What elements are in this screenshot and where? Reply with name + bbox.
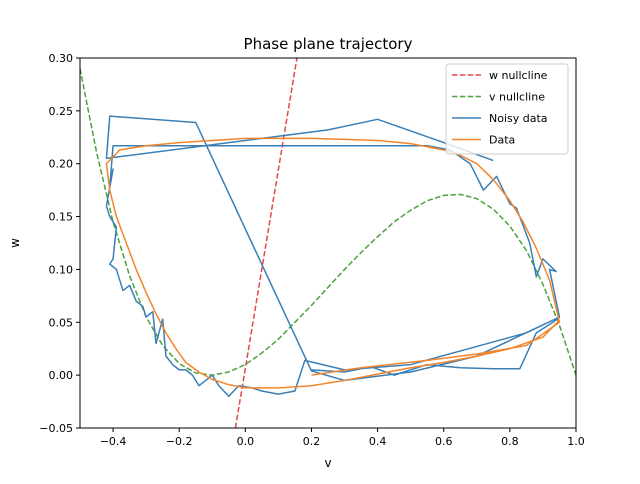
y-tick-label: 0.00 — [49, 369, 74, 382]
x-tick-label: 0.2 — [303, 435, 321, 448]
plot-frame — [79, 57, 577, 429]
x-axis-ticks: −0.4 −0.2 0.0 0.2 0.4 0.6 0.8 1.0 — [100, 428, 585, 448]
y-tick-label: 0.30 — [49, 52, 74, 65]
x-tick-label: 0.0 — [237, 435, 255, 448]
legend-label-v-nullcline: v nullcline — [489, 91, 545, 104]
legend-label-data: Data — [489, 134, 515, 147]
series-line-noisy-data — [105, 115, 561, 398]
chart-title: Phase plane trajectory — [244, 35, 413, 53]
y-axis-ticks: −0.05 0.00 0.05 0.10 0.15 0.20 0.25 0.30 — [39, 52, 80, 435]
legend-label-w-nullcline: w nullcline — [489, 69, 548, 82]
x-tick-label: 0.8 — [501, 435, 519, 448]
x-axis-label: v — [324, 456, 331, 470]
x-tick-label: 1.0 — [567, 435, 585, 448]
series-layer — [80, 58, 576, 428]
y-tick-label: 0.25 — [49, 105, 74, 118]
legend-label-noisy-data: Noisy data — [489, 112, 548, 125]
y-tick-label: 0.10 — [49, 263, 74, 276]
series-line-v-nullcline — [80, 68, 576, 376]
y-axis-label: w — [8, 238, 22, 248]
series-line-w-nullcline — [234, 58, 298, 428]
y-tick-label: 0.05 — [49, 316, 74, 329]
legend: w nullcline v nullcline Noisy data Data — [445, 63, 569, 155]
x-tick-label: −0.4 — [100, 435, 127, 448]
x-tick-label: 0.6 — [435, 435, 453, 448]
y-tick-label: 0.20 — [49, 158, 74, 171]
y-tick-label: 0.15 — [49, 211, 74, 224]
legend-box — [445, 63, 569, 155]
x-tick-label: −0.2 — [166, 435, 193, 448]
x-tick-label: 0.4 — [369, 435, 387, 448]
series-line-data — [105, 137, 561, 389]
y-tick-label: −0.05 — [39, 422, 73, 435]
